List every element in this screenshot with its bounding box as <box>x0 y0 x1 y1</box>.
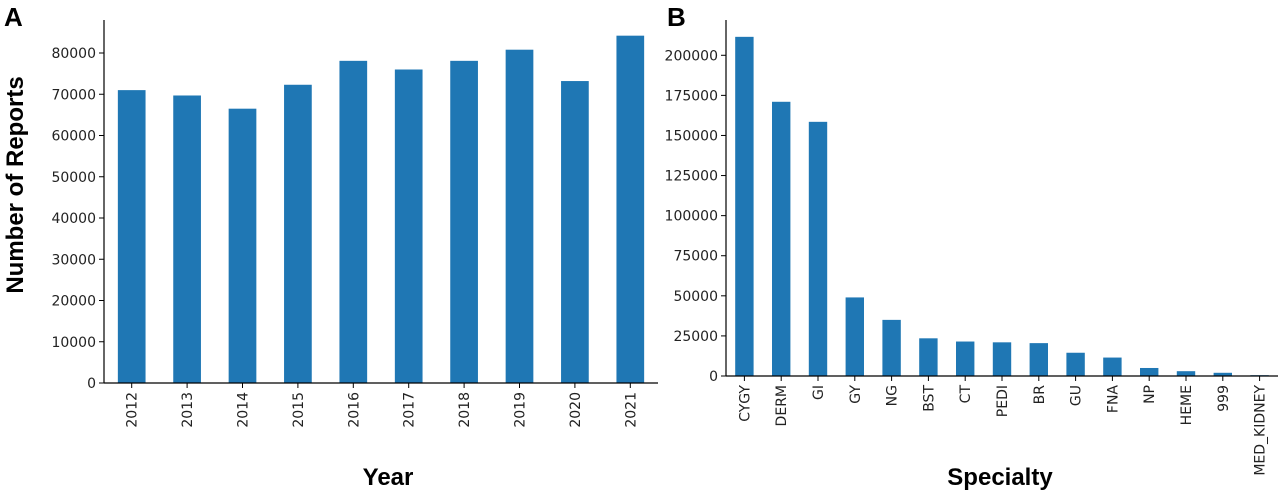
bar-2017 <box>394 69 423 383</box>
bar-heme <box>1176 371 1196 376</box>
x-tick-label: 2021 <box>623 392 639 428</box>
panel-a-y-ticks: 0 10000 20000 30000 40000 50000 60000 70000 8000… <box>51 46 104 392</box>
bar-br <box>1029 343 1048 376</box>
panel-a-bars <box>117 35 645 384</box>
x-tick-label: MED_KIDNEY <box>1253 385 1269 476</box>
bar-derm <box>772 101 791 376</box>
x-tick-label: GU <box>1069 385 1085 406</box>
y-tick-label: 150000 <box>665 128 718 144</box>
panel-b-bars <box>735 36 1269 377</box>
x-tick-label: HEME <box>1179 385 1195 425</box>
y-tick-label: 70000 <box>51 87 96 103</box>
x-tick-label: DERM <box>774 385 790 426</box>
x-tick-label: CYGY <box>737 385 753 422</box>
x-tick-label: GI <box>811 385 827 400</box>
bar-2012 <box>117 90 146 383</box>
x-tick-label: 2018 <box>457 392 473 428</box>
x-tick-label: 2012 <box>125 392 141 428</box>
bar-2016 <box>339 60 368 384</box>
panel-a-chart: A Number of Reports Year 0 10000 20000 3000… <box>2 2 658 491</box>
bar-2019 <box>505 49 534 383</box>
panel-b-y-ticks: 0 25000 50000 75000 100000 125000 150000 175000… <box>665 48 726 385</box>
bar-fna <box>1103 357 1122 376</box>
bar-2020 <box>561 81 589 384</box>
bar-bst <box>919 338 938 376</box>
x-tick-label: NG <box>885 385 901 406</box>
y-tick-label: 50000 <box>673 289 718 305</box>
x-tick-label: GY <box>848 385 864 404</box>
x-tick-label: 2019 <box>513 392 529 428</box>
panel-a-x-ticks: 2012 2013 2014 2015 2016 2017 2018 2019 2020 2021 <box>125 383 639 428</box>
y-tick-label: 40000 <box>51 211 96 227</box>
panel-a-y-axis-title: Number of Reports <box>2 76 29 293</box>
y-tick-label: 30000 <box>51 252 96 268</box>
y-tick-label: 25000 <box>673 329 718 345</box>
x-tick-label: FNA <box>1105 385 1121 414</box>
y-tick-label: 200000 <box>665 48 718 64</box>
y-tick-label: 75000 <box>673 249 718 265</box>
y-tick-label: 20000 <box>51 294 96 310</box>
bar-gu <box>1066 352 1085 376</box>
x-tick-label: NP <box>1142 385 1158 404</box>
bar-2014 <box>228 108 257 383</box>
y-tick-label: 80000 <box>51 46 96 62</box>
bar-np <box>1140 367 1159 376</box>
x-tick-label: 2017 <box>402 392 418 428</box>
panel-b-x-axis-title: Specialty <box>947 464 1053 491</box>
x-tick-label: CT <box>958 385 974 404</box>
y-tick-label: 60000 <box>51 129 96 145</box>
y-tick-label: 10000 <box>51 335 96 351</box>
y-tick-label: 125000 <box>665 169 718 185</box>
panel-b-label: B <box>667 2 686 32</box>
x-tick-label: 2016 <box>346 392 362 428</box>
x-tick-label: 999 <box>1216 385 1232 412</box>
bar-gi <box>808 121 828 376</box>
y-tick-label: 0 <box>87 376 96 392</box>
y-tick-label: 100000 <box>665 209 718 225</box>
bar-2013 <box>173 95 201 384</box>
bar-ct <box>956 341 975 376</box>
y-tick-label: 50000 <box>51 170 96 186</box>
x-tick-label: 2015 <box>291 392 307 428</box>
x-tick-label: PEDI <box>995 385 1011 417</box>
bar-gy <box>845 297 864 376</box>
x-tick-label: BST <box>921 385 937 412</box>
bar-cygy <box>735 36 754 377</box>
y-tick-label: 175000 <box>665 88 718 104</box>
bar-ng <box>882 319 901 376</box>
bar-2018 <box>450 60 478 384</box>
x-tick-label: 2014 <box>236 392 252 428</box>
bar-2021 <box>616 35 645 384</box>
y-tick-label: 0 <box>709 369 718 385</box>
panel-b-chart: B Specialty 0 25000 50000 75000 100000 125000… <box>665 2 1278 491</box>
panel-a-x-axis-title: Year <box>363 464 414 491</box>
bar-999 <box>1213 372 1232 376</box>
bar-2015 <box>284 84 312 383</box>
bar-pedi <box>992 342 1012 376</box>
panel-b-x-ticks: CYGY DERM GI GY NG BST CT PEDI BR GU FNA NP HEME 999 M… <box>737 376 1269 476</box>
x-tick-label: 2013 <box>180 392 196 428</box>
x-tick-label: 2020 <box>568 392 584 428</box>
x-tick-label: BR <box>1032 385 1048 405</box>
panel-a-label: A <box>4 2 23 32</box>
